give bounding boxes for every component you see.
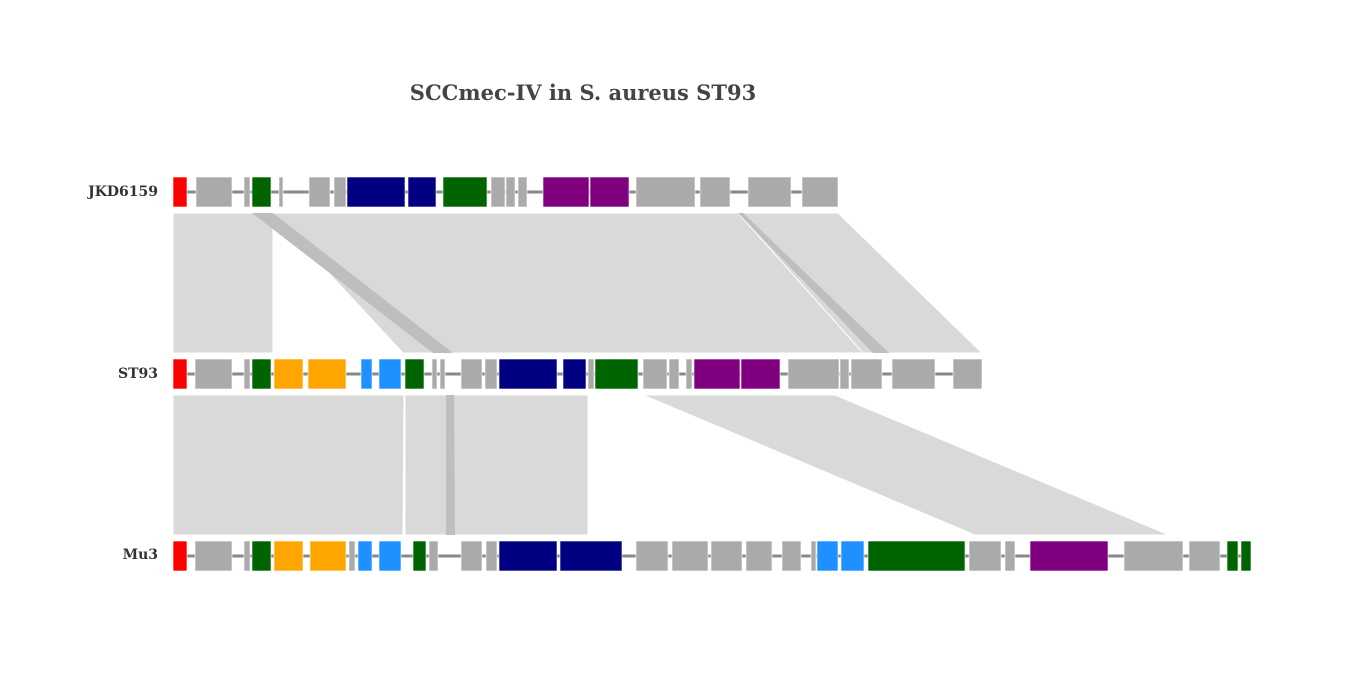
- gene-2-0: [172, 540, 188, 572]
- comparison-link-6: [404, 394, 589, 536]
- gene-2-18: [745, 540, 773, 572]
- gene-2-29: [1226, 540, 1239, 572]
- gene-0-8: [407, 176, 437, 208]
- gene-0-14: [589, 176, 630, 208]
- gene-2-17: [710, 540, 743, 572]
- links-layer: [172, 212, 1170, 536]
- gene-2-25: [1004, 540, 1016, 572]
- gene-1-4: [273, 358, 304, 390]
- gene-1-1: [194, 358, 233, 390]
- gene-1-12: [484, 358, 498, 390]
- gene-0-17: [747, 176, 792, 208]
- track-label-mu3: Mu3: [122, 547, 158, 563]
- gene-1-6: [360, 358, 373, 390]
- gene-2-27: [1123, 540, 1184, 572]
- gene-2-22: [840, 540, 865, 572]
- comparison-link-7: [446, 395, 455, 535]
- gene-1-24: [850, 358, 883, 390]
- gene-2-1: [194, 540, 233, 572]
- gene-1-19: [685, 358, 693, 390]
- track-label-jkd6159: JKD6159: [88, 184, 158, 200]
- gene-1-17: [642, 358, 668, 390]
- comparison-link-2: [252, 213, 453, 353]
- tracks-layer: [172, 176, 1252, 572]
- gene-2-5: [309, 540, 347, 572]
- gene-2-16: [671, 540, 709, 572]
- gene-2-23: [867, 540, 966, 572]
- figure-title: SCCmec-IV in S. aureus ST93: [409, 80, 757, 105]
- gene-0-1: [195, 176, 233, 208]
- comparison-link-0: [172, 212, 274, 354]
- gene-1-3: [251, 358, 272, 390]
- gene-2-8: [378, 540, 402, 572]
- gene-1-5: [307, 358, 347, 390]
- track-2: [172, 540, 1252, 572]
- gene-2-21: [816, 540, 839, 572]
- gene-1-22: [787, 358, 840, 390]
- gene-1-2: [243, 358, 251, 390]
- gene-2-7: [357, 540, 373, 572]
- gene-2-11: [460, 540, 483, 572]
- gene-0-11: [505, 176, 516, 208]
- gene-0-15: [635, 176, 696, 208]
- gene-1-18: [668, 358, 680, 390]
- gene-0-5: [308, 176, 331, 208]
- track-0: [172, 176, 839, 208]
- gene-2-30: [1240, 540, 1252, 572]
- gene-1-26: [952, 358, 983, 390]
- comparison-link-5: [172, 394, 405, 536]
- gene-0-6: [333, 176, 347, 208]
- gene-2-4: [273, 540, 304, 572]
- gene-0-16: [699, 176, 731, 208]
- gene-2-24: [968, 540, 1002, 572]
- gene-0-7: [346, 176, 406, 208]
- gene-2-28: [1188, 540, 1221, 572]
- gene-1-9: [431, 358, 438, 390]
- gene-2-15: [635, 540, 669, 572]
- gene-1-16: [594, 358, 639, 390]
- gene-0-13: [542, 176, 590, 208]
- gene-1-10: [439, 358, 446, 390]
- gene-0-2: [243, 176, 251, 208]
- gene-0-18: [801, 176, 839, 208]
- gene-2-20: [810, 540, 817, 572]
- gene-1-11: [460, 358, 483, 390]
- gene-1-21: [740, 358, 781, 390]
- gene-1-7: [378, 358, 402, 390]
- gene-0-4: [278, 176, 284, 208]
- gene-2-14: [559, 540, 623, 572]
- gene-0-12: [517, 176, 528, 208]
- gene-1-25: [891, 358, 936, 390]
- gene-1-0: [172, 358, 188, 390]
- gene-1-23: [839, 358, 850, 390]
- gene-0-3: [251, 176, 272, 208]
- track-1: [172, 358, 983, 390]
- gene-2-19: [781, 540, 802, 572]
- gene-0-0: [172, 176, 188, 208]
- gene-2-9: [412, 540, 427, 572]
- comparison-link-8: [642, 394, 1170, 536]
- gene-1-13: [498, 358, 558, 390]
- gene-2-13: [498, 540, 558, 572]
- gene-1-15: [587, 358, 595, 390]
- gene-1-20: [693, 358, 741, 390]
- comparison-link-4: [738, 213, 889, 353]
- track-label-st93: ST93: [117, 366, 158, 382]
- gene-2-3: [251, 540, 272, 572]
- gene-2-12: [485, 540, 498, 572]
- gene-2-26: [1029, 540, 1109, 572]
- gene-0-9: [442, 176, 488, 208]
- gene-2-2: [243, 540, 251, 572]
- gene-2-6: [348, 540, 356, 572]
- gene-2-10: [428, 540, 439, 572]
- gene-1-14: [562, 358, 587, 390]
- gene-0-10: [490, 176, 506, 208]
- comparison-link-3: [736, 212, 984, 354]
- gene-1-8: [404, 358, 425, 390]
